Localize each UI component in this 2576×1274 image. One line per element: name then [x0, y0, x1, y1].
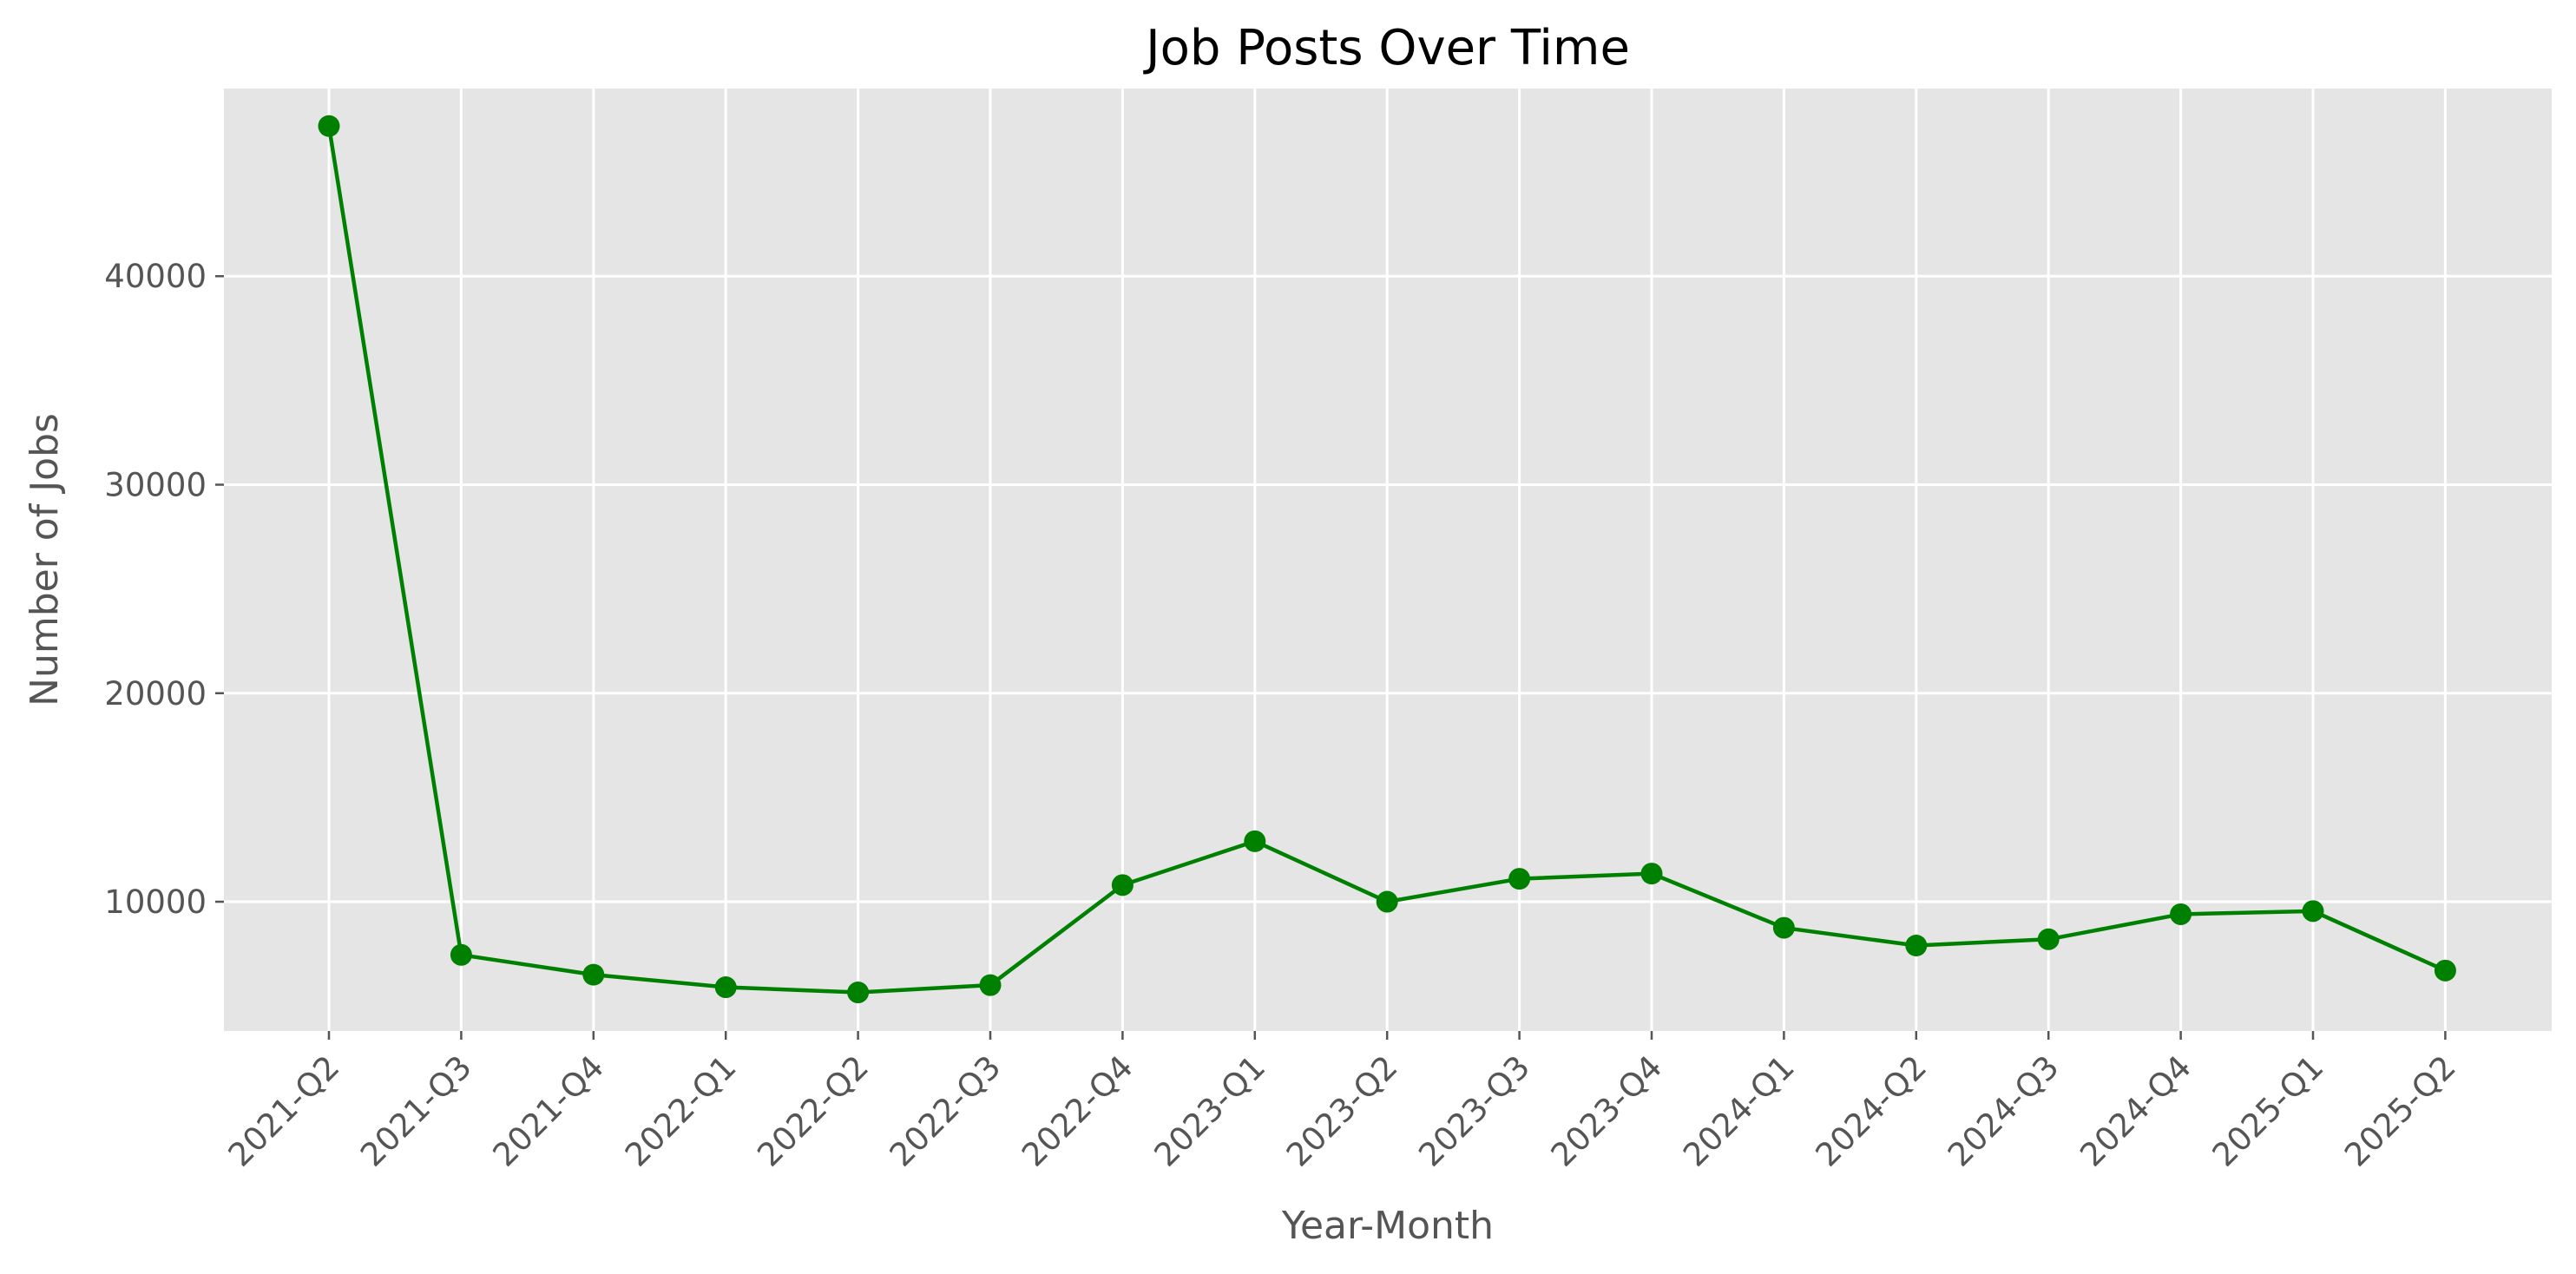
data-point	[1376, 890, 1398, 913]
x-tick-label: 2023-Q2	[1279, 1048, 1405, 1174]
data-point	[582, 963, 605, 986]
x-tick-label: 2023-Q1	[1147, 1048, 1273, 1174]
chart-title: Job Posts Over Time	[1143, 20, 1630, 76]
x-tick-label: 2021-Q4	[486, 1048, 612, 1174]
data-point	[2434, 959, 2456, 982]
data-point	[1508, 868, 1531, 890]
data-point	[1772, 916, 1795, 939]
data-point	[450, 943, 472, 966]
series-layer	[318, 115, 2456, 1004]
x-tick-label: 2023-Q4	[1544, 1048, 1670, 1174]
x-axis-ticks: 2021-Q2 2021-Q3 2021-Q4 2022-Q1 2022-Q2 2022-…	[221, 1031, 2463, 1174]
y-tick-label: 30000	[104, 467, 207, 504]
data-point	[2037, 928, 2060, 950]
x-tick-label: 2024-Q4	[2073, 1048, 2198, 1174]
data-point	[1640, 863, 1663, 885]
x-axis-label: Year-Month	[1281, 1204, 1494, 1248]
x-tick-label: 2022-Q1	[618, 1048, 744, 1174]
x-tick-label: 2023-Q3	[1411, 1048, 1537, 1174]
x-tick-label: 2022-Q2	[750, 1048, 876, 1174]
data-point	[318, 115, 340, 137]
y-axis-label: Number of Jobs	[23, 413, 67, 706]
data-point	[847, 982, 870, 1004]
data-point	[1111, 874, 1134, 896]
x-tick-label: 2022-Q4	[1015, 1048, 1140, 1174]
x-tick-label: 2021-Q2	[221, 1048, 347, 1174]
y-tick-label: 10000	[104, 883, 207, 921]
data-point	[2302, 900, 2324, 923]
x-tick-label: 2021-Q3	[353, 1048, 479, 1174]
x-tick-label: 2022-Q3	[883, 1048, 1009, 1174]
x-tick-label: 2024-Q3	[1941, 1048, 2067, 1174]
y-tick-label: 20000	[104, 675, 207, 713]
x-tick-label: 2024-Q2	[1809, 1048, 1935, 1174]
x-tick-label: 2025-Q2	[2337, 1048, 2463, 1174]
data-point	[714, 976, 737, 999]
x-tick-label: 2025-Q1	[2205, 1048, 2331, 1174]
y-tick-label: 40000	[104, 258, 207, 295]
data-point	[2170, 903, 2192, 925]
x-tick-label: 2024-Q1	[1676, 1048, 1802, 1174]
data-point	[1905, 934, 1928, 956]
y-axis-ticks: 10000 20000 30000 40000	[104, 258, 224, 921]
data-point	[1244, 830, 1266, 852]
data-point	[979, 974, 1002, 996]
